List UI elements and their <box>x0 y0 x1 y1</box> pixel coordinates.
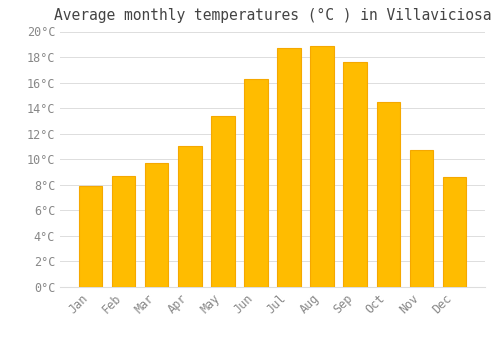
Bar <box>344 62 366 287</box>
Bar <box>310 46 334 287</box>
Bar <box>278 48 300 287</box>
Bar <box>244 79 268 287</box>
Bar <box>212 116 234 287</box>
Bar <box>80 186 102 287</box>
Bar <box>442 177 466 287</box>
Bar <box>410 150 432 287</box>
Title: Average monthly temperatures (°C ) in Villaviciosa: Average monthly temperatures (°C ) in Vi… <box>54 8 491 23</box>
Bar <box>376 102 400 287</box>
Bar <box>146 163 169 287</box>
Bar <box>112 176 136 287</box>
Bar <box>178 146 202 287</box>
